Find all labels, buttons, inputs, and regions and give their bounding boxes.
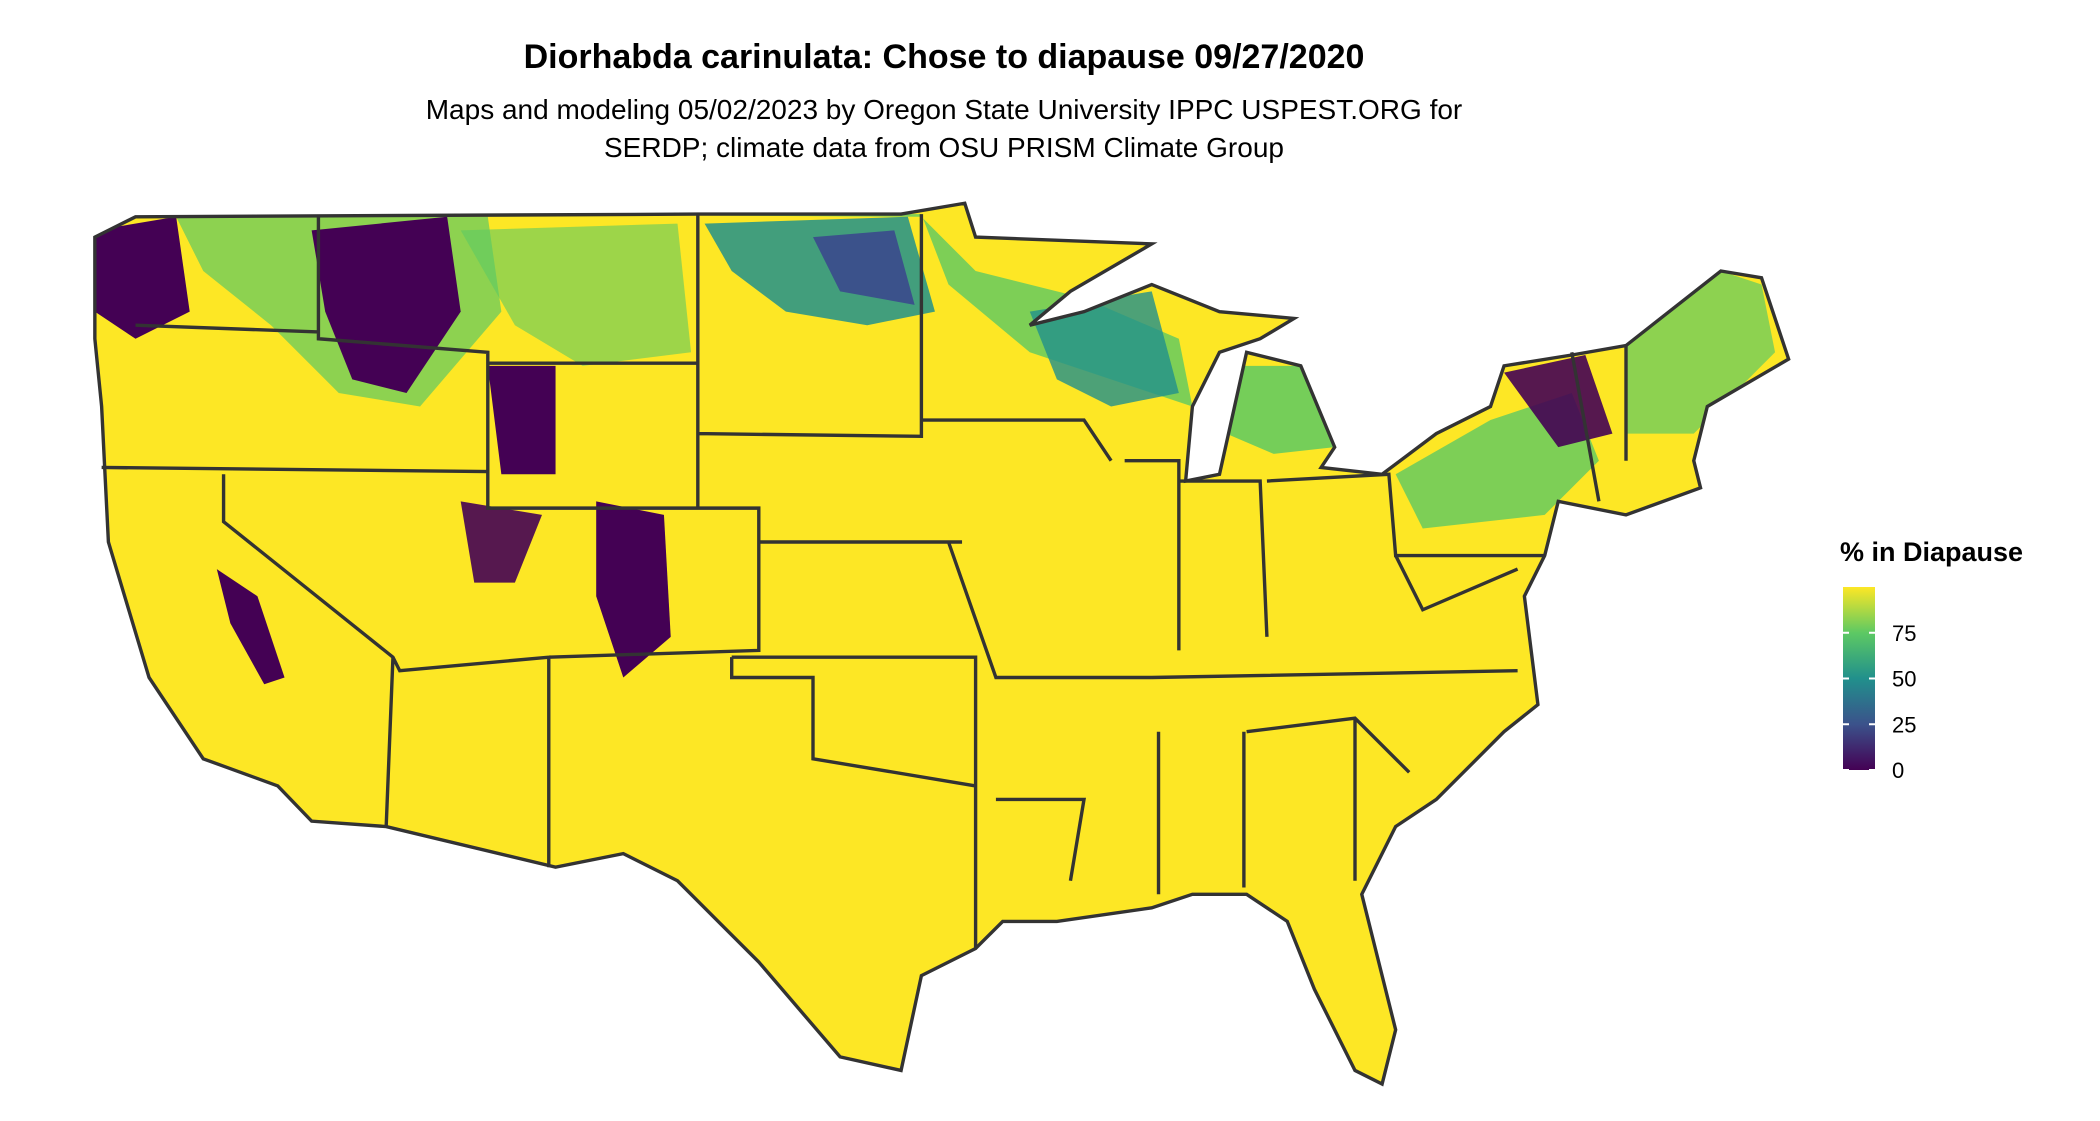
subtitle: Maps and modeling 05/02/2023 by Oregon S… bbox=[426, 94, 1463, 125]
subtitle: SERDP; climate data from OSU PRISM Clima… bbox=[604, 132, 1284, 163]
legend-title: % in Diapause bbox=[1840, 537, 2023, 567]
us-map bbox=[93, 201, 1791, 1086]
diapause-raster bbox=[94, 214, 1776, 685]
title: Diorhabda carinulata: Chose to diapause … bbox=[524, 38, 1365, 76]
colorbar-tick-label: 0 bbox=[1892, 758, 1904, 783]
state-borders bbox=[93, 201, 1791, 1086]
colorbar-tick-label: 50 bbox=[1892, 667, 1916, 692]
colorbar-tick-label: 25 bbox=[1892, 712, 1916, 737]
colorbar-tick-label: 75 bbox=[1892, 621, 1916, 646]
